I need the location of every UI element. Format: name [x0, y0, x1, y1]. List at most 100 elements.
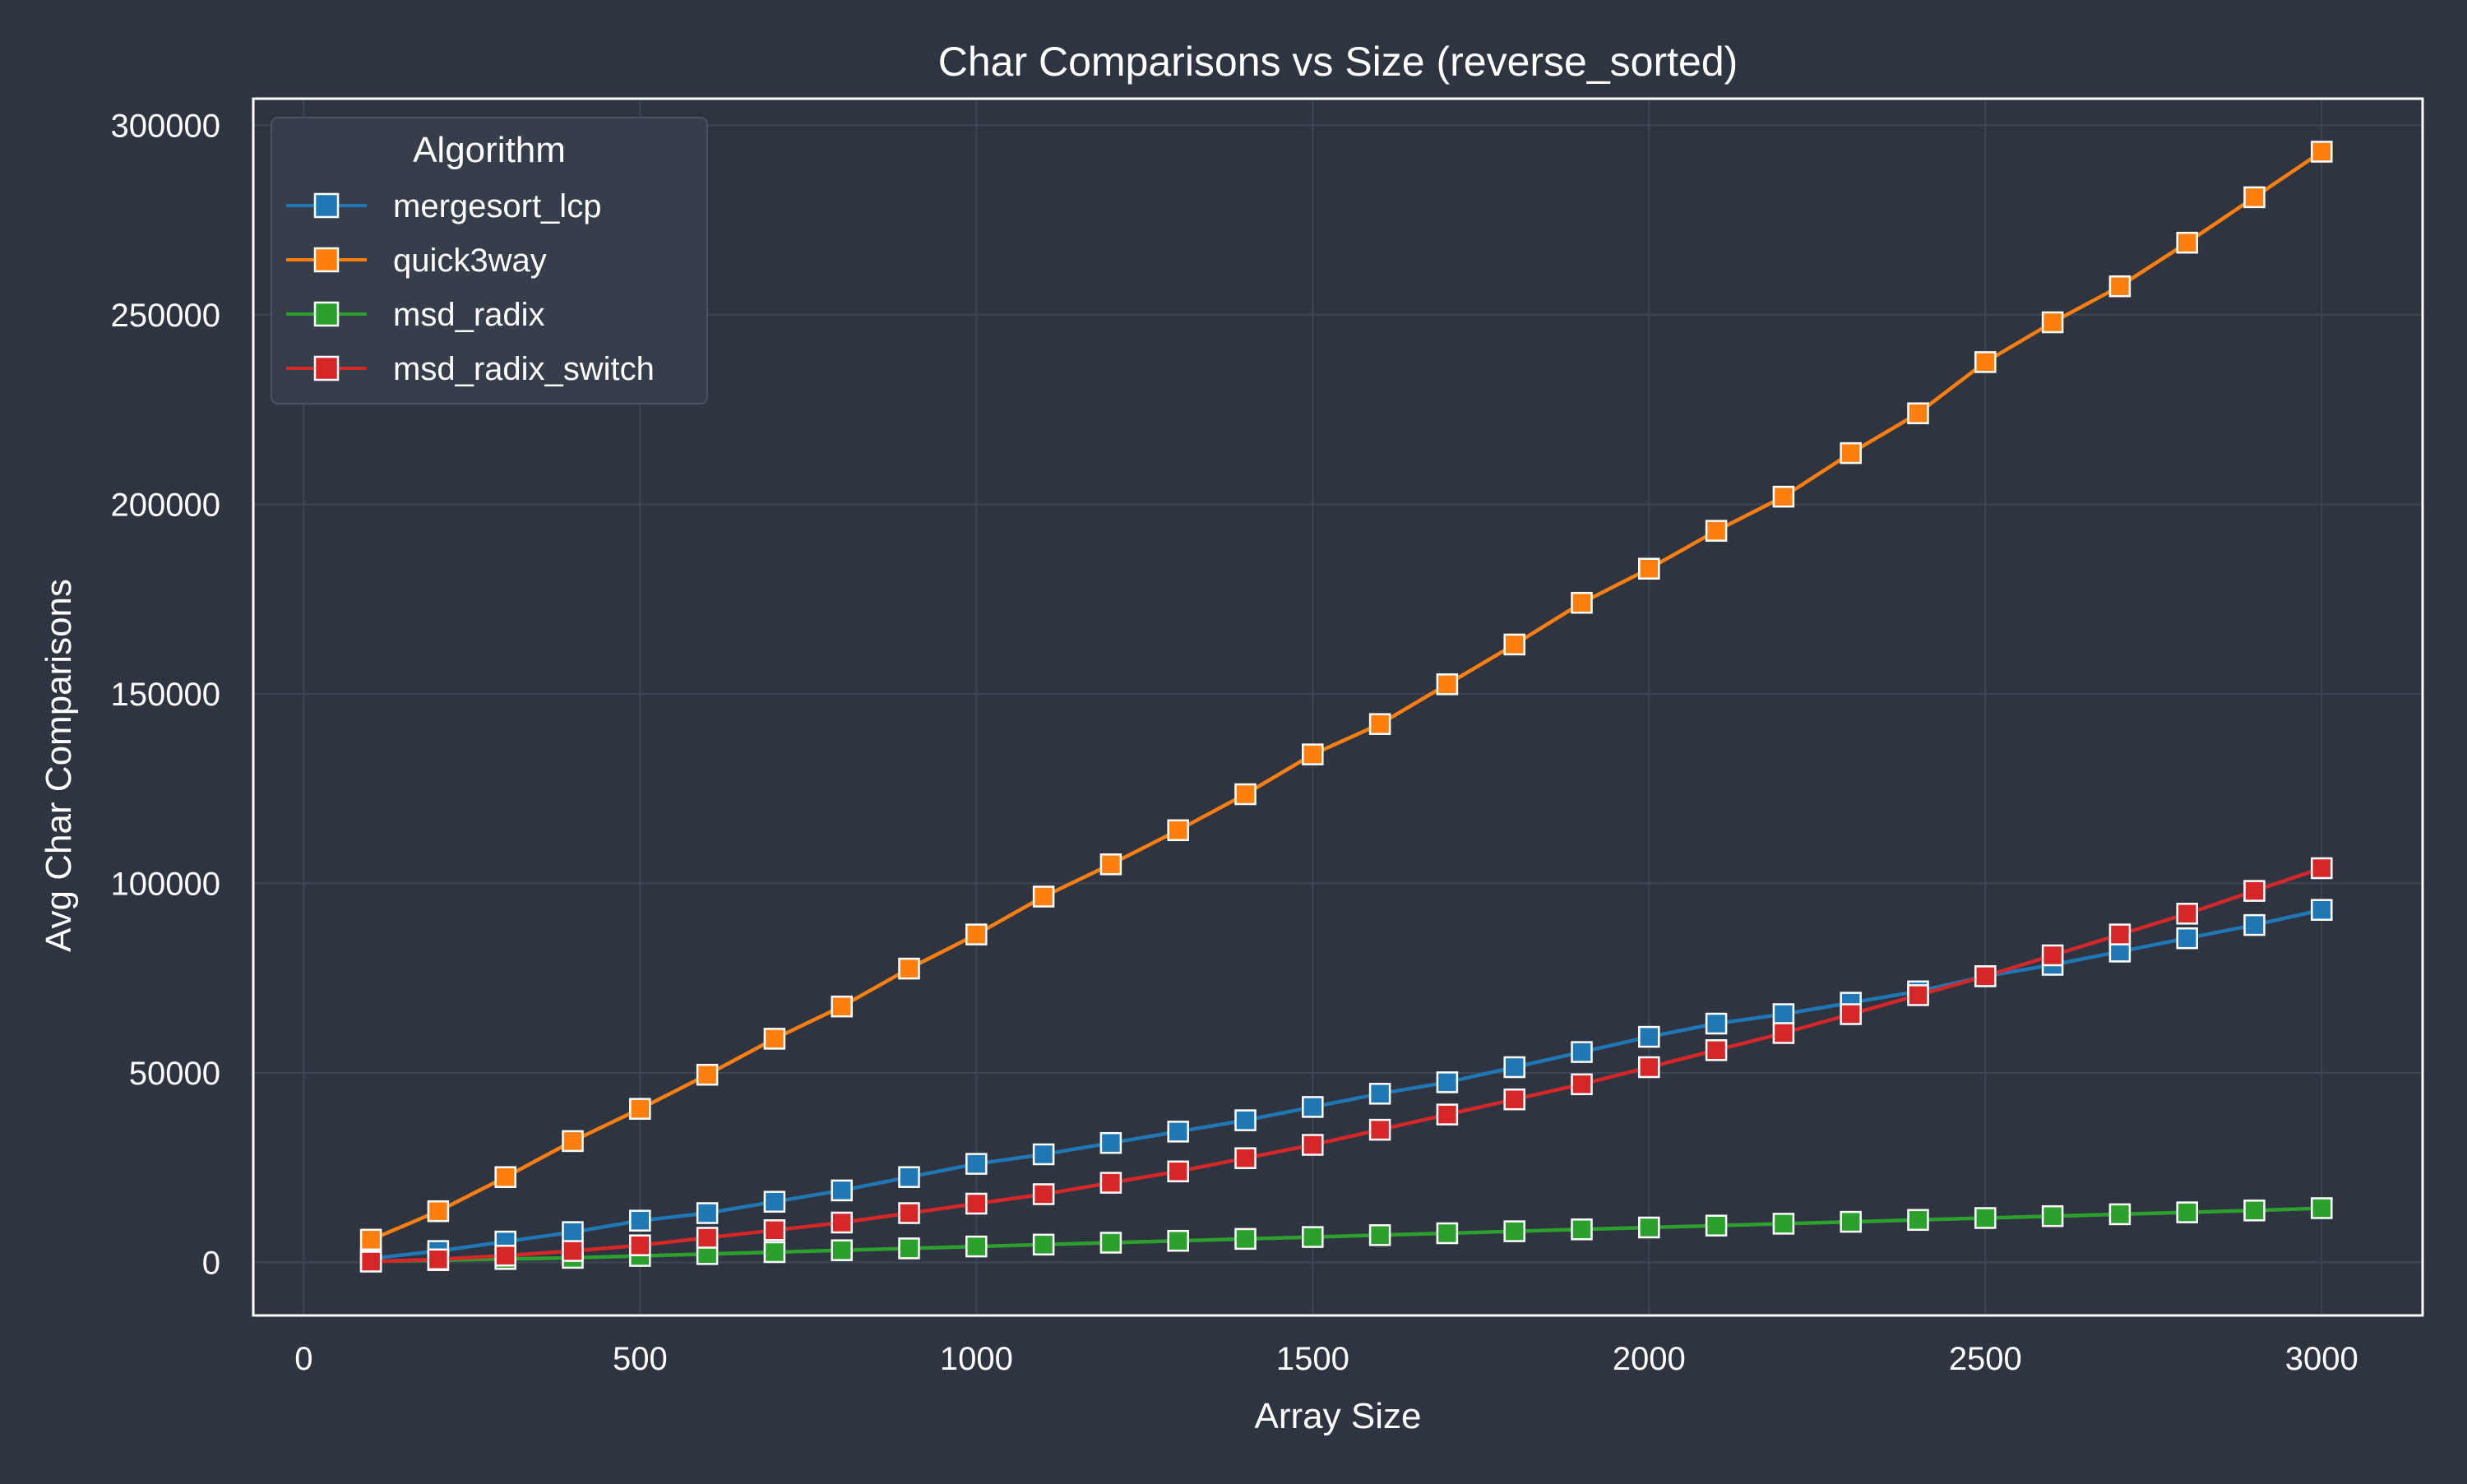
data-point-quick3way	[2176, 231, 2198, 254]
data-point-mergesort-lcp	[1167, 1121, 1189, 1143]
data-point-mergesort-lcp	[1772, 1003, 1795, 1025]
data-point-msd-radix-switch	[1099, 1172, 1122, 1194]
data-point-msd-radix-switch	[1638, 1056, 1660, 1079]
data-point-quick3way	[427, 1200, 450, 1223]
data-point-msd-radix	[2176, 1201, 2198, 1223]
data-point-mergesort-lcp	[1638, 1025, 1660, 1048]
data-point-quick3way	[831, 995, 853, 1018]
data-point-quick3way	[965, 923, 988, 945]
data-point-msd-radix-switch	[1503, 1088, 1525, 1111]
data-point-quick3way	[562, 1130, 584, 1153]
data-point-msd-radix-switch	[359, 1251, 382, 1273]
data-point-msd-radix	[1974, 1207, 1997, 1229]
legend-marker-msd-radix-switch	[313, 355, 340, 381]
data-point-msd-radix	[2243, 1200, 2266, 1222]
data-point-msd-radix	[763, 1241, 786, 1264]
data-point-quick3way	[1907, 402, 1929, 424]
data-point-msd-radix	[1436, 1222, 1459, 1245]
legend-entry-msd-radix-switch: msd_radix_switch	[286, 351, 655, 387]
data-point-quick3way	[1840, 442, 1862, 465]
data-point-msd-radix-switch	[1974, 965, 1997, 987]
data-point-msd-radix-switch	[763, 1219, 786, 1241]
data-point-msd-radix	[1099, 1232, 1122, 1254]
data-point-mergesort-lcp	[2243, 913, 2266, 936]
data-point-quick3way	[1571, 591, 1593, 614]
series-line-msd-radix-switch	[371, 866, 2323, 1264]
data-point-quick3way	[1436, 673, 1459, 696]
legend-entry-mergesort-lcp: mergesort_lcp	[286, 188, 601, 224]
x-tick-label: 1000	[940, 1341, 1013, 1377]
x-axis-label: Array Size	[1255, 1396, 1422, 1436]
data-point-mergesort-lcp	[1032, 1143, 1055, 1166]
data-point-quick3way	[1032, 885, 1055, 908]
data-point-quick3way	[629, 1098, 651, 1120]
data-point-quick3way	[1772, 485, 1795, 508]
data-point-mergesort-lcp	[831, 1179, 853, 1202]
data-point-msd-radix	[2108, 1203, 2131, 1226]
data-point-quick3way	[1234, 783, 1257, 806]
y-tick-label: 100000	[111, 866, 220, 902]
data-point-msd-radix	[1772, 1213, 1795, 1235]
series-mergesort-lcp	[359, 899, 2333, 1270]
y-tick-label: 300000	[111, 108, 220, 144]
data-point-quick3way	[1705, 520, 1728, 542]
data-point-msd-radix-switch	[1368, 1118, 1391, 1141]
data-point-msd-radix-switch	[1436, 1103, 1459, 1126]
data-point-msd-radix-switch	[1772, 1022, 1795, 1044]
data-point-mergesort-lcp	[898, 1166, 920, 1188]
x-tick-label: 0	[294, 1341, 312, 1377]
data-point-mergesort-lcp	[1503, 1056, 1525, 1079]
data-point-mergesort-lcp	[629, 1209, 651, 1232]
tick-layer: 0 500 1000 1500 2000 2500 3000 0 50000 100000 1500…	[111, 108, 2358, 1377]
y-axis-label: Avg Char Comparisons	[39, 579, 79, 952]
data-point-msd-radix-switch	[831, 1211, 853, 1234]
data-point-msd-radix-switch	[2041, 944, 2064, 967]
data-point-mergesort-lcp	[2176, 927, 2198, 950]
y-tick-label: 200000	[111, 487, 220, 523]
data-point-msd-radix-switch	[1167, 1160, 1189, 1183]
chart-title: Char Comparisons vs Size (reverse_sorted…	[938, 39, 1738, 85]
data-point-msd-radix	[2311, 1197, 2333, 1219]
data-point-quick3way	[1368, 713, 1391, 735]
data-point-quick3way	[2108, 275, 2131, 298]
data-point-msd-radix-switch	[1840, 1003, 1862, 1025]
series-line-quick3way	[370, 150, 2323, 1241]
data-point-mergesort-lcp	[1368, 1083, 1391, 1105]
y-tick-label: 250000	[111, 298, 220, 334]
y-tick-label: 150000	[111, 677, 220, 713]
data-point-msd-radix-switch	[1571, 1073, 1593, 1096]
data-point-msd-radix-switch	[494, 1244, 516, 1267]
series-msd-radix-switch	[359, 857, 2333, 1273]
series-quick3way	[359, 141, 2333, 1251]
legend-label-quick3way: quick3way	[393, 243, 547, 279]
series-layer	[359, 141, 2333, 1273]
data-point-mergesort-lcp	[1302, 1096, 1324, 1118]
data-point-quick3way	[2311, 141, 2333, 163]
data-point-msd-radix	[1705, 1214, 1728, 1237]
y-tick-label: 50000	[129, 1056, 220, 1092]
data-point-msd-radix	[965, 1235, 988, 1258]
data-point-msd-radix-switch	[2108, 923, 2131, 945]
data-point-mergesort-lcp	[1705, 1012, 1728, 1035]
data-point-msd-radix	[1167, 1229, 1189, 1252]
legend-marker-quick3way	[313, 247, 340, 273]
data-point-mergesort-lcp	[2311, 899, 2333, 921]
data-point-msd-radix	[1234, 1227, 1257, 1251]
x-tick-label: 2000	[1613, 1341, 1686, 1377]
data-point-msd-radix	[2041, 1204, 2064, 1227]
data-point-mergesort-lcp	[1571, 1041, 1593, 1063]
data-point-quick3way	[1099, 853, 1122, 876]
data-point-msd-radix-switch	[1705, 1039, 1728, 1061]
data-point-msd-radix	[1571, 1218, 1593, 1241]
data-point-mergesort-lcp	[763, 1190, 786, 1213]
data-point-msd-radix-switch	[562, 1240, 584, 1262]
data-point-mergesort-lcp	[1099, 1131, 1122, 1154]
data-point-msd-radix-switch	[1032, 1183, 1055, 1205]
data-point-msd-radix-switch	[2176, 903, 2198, 925]
x-tick-label: 3000	[2285, 1341, 2358, 1377]
legend-label-msd-radix-switch: msd_radix_switch	[393, 351, 655, 387]
data-point-mergesort-lcp	[562, 1221, 584, 1243]
data-point-quick3way	[763, 1028, 786, 1050]
data-point-quick3way	[1302, 743, 1324, 765]
